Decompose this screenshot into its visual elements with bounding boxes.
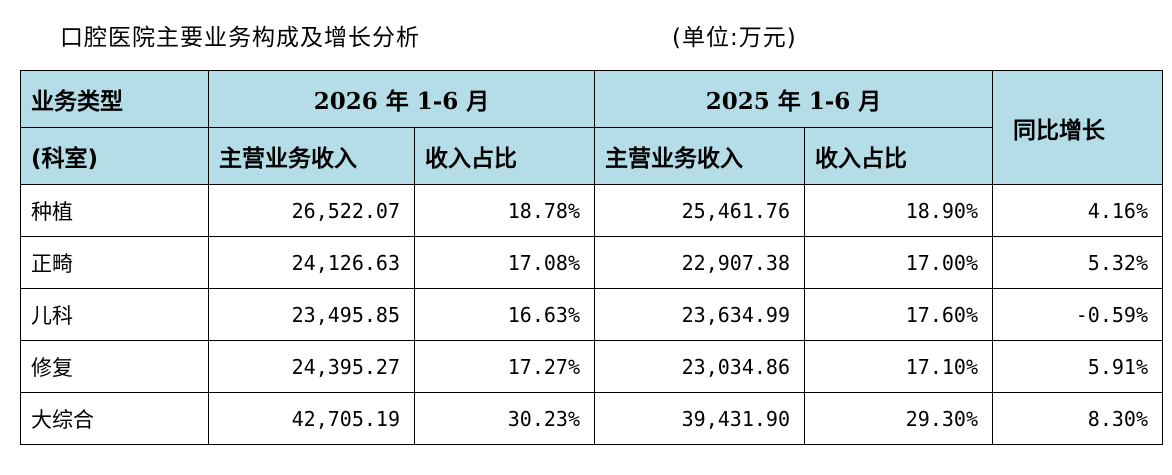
row-growth: -0.59%	[992, 288, 1163, 341]
unit-label: (单位:万元)	[672, 25, 797, 51]
header-type-line2: (科室)	[20, 127, 209, 185]
header-growth: 同比增长	[992, 70, 1163, 185]
row-growth: 5.91%	[992, 340, 1163, 393]
row-rev2026: 24,395.27	[208, 340, 415, 393]
row-name: 大综合	[20, 392, 209, 445]
row-rev2025: 22,907.38	[594, 236, 805, 289]
table-row: 修复 24,395.27 17.27% 23,034.86 17.10% 5.9…	[20, 340, 1163, 393]
row-growth: 4.16%	[992, 184, 1163, 237]
row-share2026: 16.63%	[414, 288, 595, 341]
row-share2026: 18.78%	[414, 184, 595, 237]
row-name: 儿科	[20, 288, 209, 341]
table-row: 种植 26,522.07 18.78% 25,461.76 18.90% 4.1…	[20, 184, 1163, 237]
row-share2025: 29.30%	[804, 392, 993, 445]
row-rev2026: 24,126.63	[208, 236, 415, 289]
row-share2025: 17.10%	[804, 340, 993, 393]
header-row-2: (科室) 主营业务收入 收入占比 主营业务收入 收入占比	[20, 127, 1163, 185]
header-period-2025: 2025 年 1-6 月	[594, 70, 993, 128]
row-name: 正畸	[20, 236, 209, 289]
row-name: 种植	[20, 184, 209, 237]
row-share2026: 17.08%	[414, 236, 595, 289]
header-share-2025: 收入占比	[804, 127, 993, 185]
row-share2025: 17.00%	[804, 236, 993, 289]
table-row: 儿科 23,495.85 16.63% 23,634.99 17.60% -0.…	[20, 288, 1163, 341]
row-rev2026: 23,495.85	[208, 288, 415, 341]
table-row: 大综合 42,705.19 30.23% 39,431.90 29.30% 8.…	[20, 392, 1163, 445]
row-rev2025: 23,634.99	[594, 288, 805, 341]
header-revenue-2025: 主营业务收入	[594, 127, 805, 185]
row-rev2025: 23,034.86	[594, 340, 805, 393]
row-rev2026: 42,705.19	[208, 392, 415, 445]
header-row-1: 业务类型 2026 年 1-6 月 2025 年 1-6 月 同比增长	[20, 70, 1163, 185]
header-revenue-2026: 主营业务收入	[208, 127, 415, 185]
table-title: 口腔医院主要业务构成及增长分析	[60, 25, 420, 51]
row-share2026: 30.23%	[414, 392, 595, 445]
row-share2026: 17.27%	[414, 340, 595, 393]
row-rev2025: 25,461.76	[594, 184, 805, 237]
table-row: 正畸 24,126.63 17.08% 22,907.38 17.00% 5.3…	[20, 236, 1163, 289]
row-share2025: 17.60%	[804, 288, 993, 341]
row-rev2026: 26,522.07	[208, 184, 415, 237]
header-type-line1: 业务类型	[20, 70, 209, 128]
row-growth: 5.32%	[992, 236, 1163, 289]
business-table: 业务类型 2026 年 1-6 月 2025 年 1-6 月 同比增长 (科室)…	[20, 70, 1163, 445]
row-name: 修复	[20, 340, 209, 393]
header-period-2026: 2026 年 1-6 月	[208, 70, 595, 128]
row-share2025: 18.90%	[804, 184, 993, 237]
row-growth: 8.30%	[992, 392, 1163, 445]
row-rev2025: 39,431.90	[594, 392, 805, 445]
header-share-2026: 收入占比	[414, 127, 595, 185]
